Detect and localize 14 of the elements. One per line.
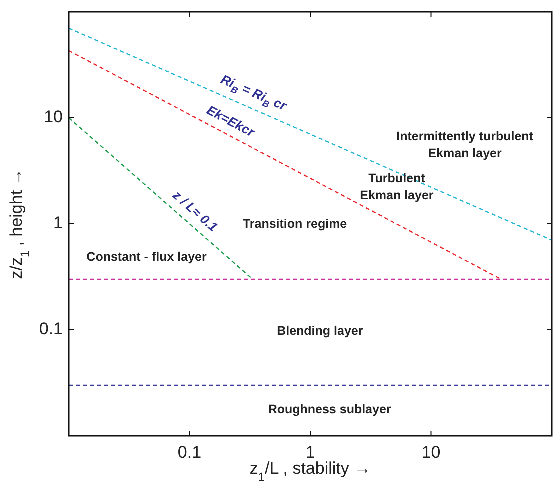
- text: z / L≈ 0.1: [169, 187, 221, 235]
- annotation: Constant - flux layer: [86, 250, 207, 264]
- y-tick-label: 0.1: [39, 319, 63, 338]
- annotation: Blending layer: [277, 324, 364, 338]
- x-tick-label: 10: [422, 443, 441, 462]
- annotation: Roughness sublayer: [268, 402, 392, 417]
- y-tick-label: 1: [54, 213, 63, 232]
- annotation: Turbulent Ekman layer: [360, 172, 434, 203]
- x-tick-label: 1: [306, 443, 316, 462]
- x-tick-label: 0.1: [178, 443, 202, 462]
- y-tick-label: 10: [44, 107, 63, 126]
- x-axis-title: z$_{1}$/L , stability →: [250, 459, 372, 484]
- annotation: Intermittently turbulent Ekman layer: [396, 130, 534, 161]
- annotation: Transition regime: [242, 217, 348, 232]
